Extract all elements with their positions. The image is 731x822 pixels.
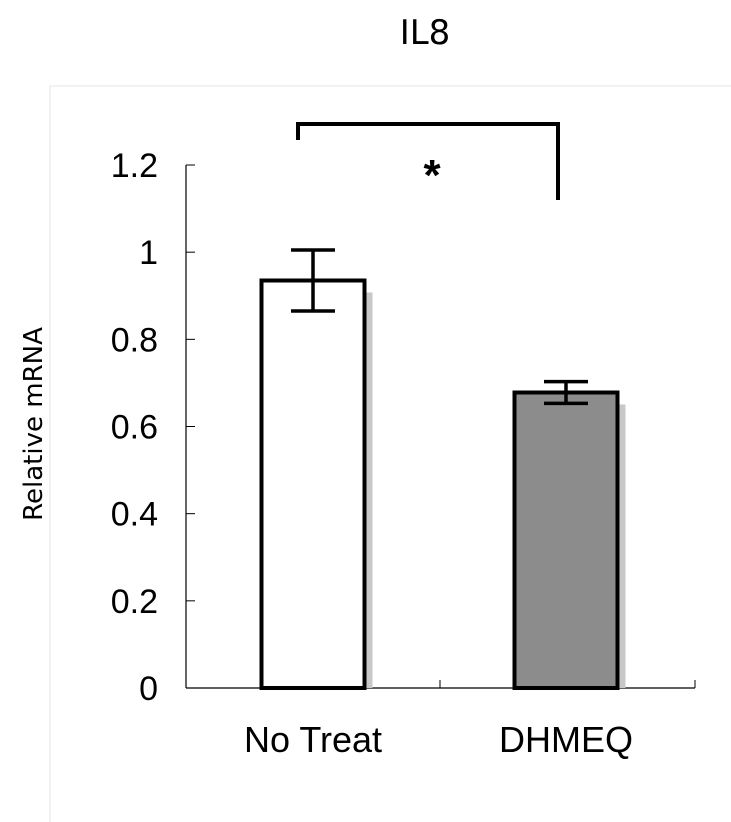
y-tick-labels: 0 0.2 0.4 0.6 0.8 1 1.2 (111, 147, 158, 708)
bar (259, 278, 367, 690)
bar (512, 390, 620, 690)
bars (259, 278, 626, 690)
significance-bracket-line (296, 122, 560, 200)
y-tick-label: 0.6 (111, 409, 158, 447)
y-tick-label: 0 (139, 670, 158, 708)
category-label: No Treat (244, 719, 382, 760)
significance-bracket: * (296, 122, 560, 200)
category-label: DHMEQ (499, 719, 633, 760)
category-labels: No Treat DHMEQ (244, 719, 633, 760)
plot-area-frame (49, 85, 731, 822)
error-bars (291, 248, 588, 406)
y-tick-label: 0.8 (111, 321, 158, 359)
y-tick-label: 0.4 (111, 496, 158, 534)
y-tick-label: 0.2 (111, 583, 158, 621)
y-tick-label: 1 (139, 234, 158, 272)
y-axis-title: Relative mRNA (19, 327, 49, 521)
y-tick-label: 1.2 (111, 147, 158, 185)
significance-label: * (423, 151, 441, 200)
chart-title: IL8 (400, 13, 451, 53)
